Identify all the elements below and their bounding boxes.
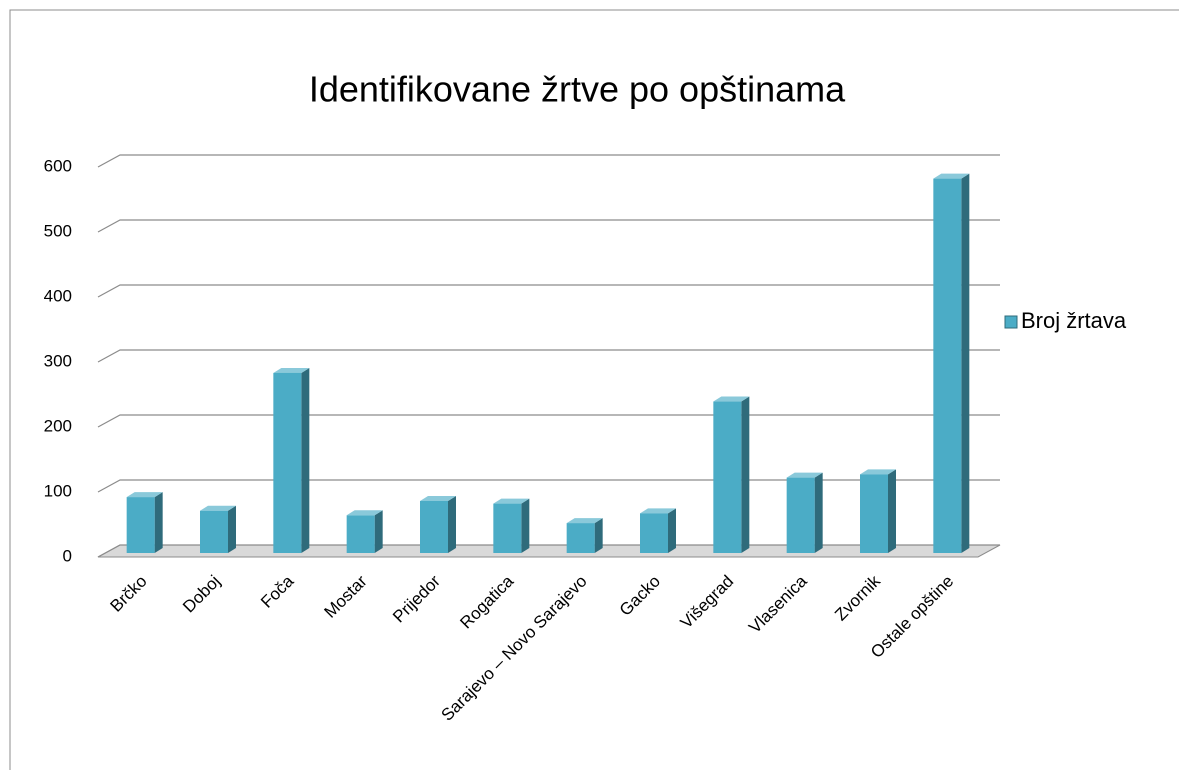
bar-front — [640, 513, 668, 553]
bar-top — [786, 472, 823, 478]
bar-top — [200, 505, 236, 511]
bar-side — [448, 496, 456, 553]
bar — [566, 518, 603, 553]
y-tick-label: 500 — [44, 221, 72, 240]
grid-line — [97, 479, 1000, 493]
bar — [860, 469, 896, 553]
bar — [346, 510, 383, 553]
bar-side — [741, 396, 750, 553]
grid-line — [97, 284, 1000, 298]
bar-side — [814, 472, 823, 553]
bar — [933, 173, 970, 553]
bar-front — [273, 372, 302, 553]
bar-top — [860, 469, 896, 475]
y-tick-label: 0 — [63, 546, 72, 565]
bar — [786, 472, 823, 553]
bar-side — [594, 518, 603, 553]
grid-line — [97, 349, 1000, 363]
bar-top — [420, 496, 456, 501]
bar-front — [860, 474, 888, 553]
bar-front — [200, 510, 228, 553]
bar-top — [346, 510, 383, 516]
legend-label: Broj žrtava — [1021, 308, 1127, 333]
grid-line — [97, 414, 1000, 428]
bar-side — [888, 469, 896, 553]
bar-front — [126, 497, 155, 553]
bar-top — [933, 173, 970, 179]
bar-front — [493, 503, 522, 553]
bar-side — [154, 492, 163, 553]
y-tick-label: 400 — [44, 286, 72, 305]
bar-side — [668, 508, 676, 553]
bar-front — [786, 477, 815, 553]
bar-front — [566, 523, 595, 553]
bar-top — [640, 508, 676, 514]
bar — [493, 498, 530, 553]
y-tick-label: 600 — [44, 156, 72, 175]
bar-front — [933, 178, 962, 553]
grid-line — [97, 544, 1000, 558]
bar-side — [521, 498, 530, 553]
bar-front — [346, 515, 375, 553]
bar-side — [301, 367, 310, 553]
bar — [273, 367, 310, 553]
grid-line — [97, 219, 1000, 233]
legend-swatch — [1004, 315, 1018, 329]
bar — [713, 396, 750, 553]
y-tick-label: 300 — [44, 351, 72, 370]
y-tick-label: 200 — [44, 416, 72, 435]
bar — [420, 496, 456, 553]
bar-top — [493, 498, 530, 504]
bar — [126, 492, 163, 553]
bar-top — [566, 518, 603, 524]
y-tick-label: 100 — [44, 481, 72, 500]
bar — [200, 505, 236, 553]
bar-top — [126, 492, 163, 498]
bar-side — [374, 510, 383, 553]
chart-border — [9, 9, 1179, 770]
bar-side — [228, 505, 236, 553]
bar-front — [420, 501, 448, 553]
bar-front — [713, 401, 742, 553]
bar-top — [273, 367, 310, 373]
bar-top — [713, 396, 750, 402]
bar-side — [961, 173, 970, 553]
bar — [640, 508, 676, 553]
chart-title: Identifikovane žrtve po opštinama — [309, 69, 846, 110]
grid-line — [97, 154, 1000, 168]
